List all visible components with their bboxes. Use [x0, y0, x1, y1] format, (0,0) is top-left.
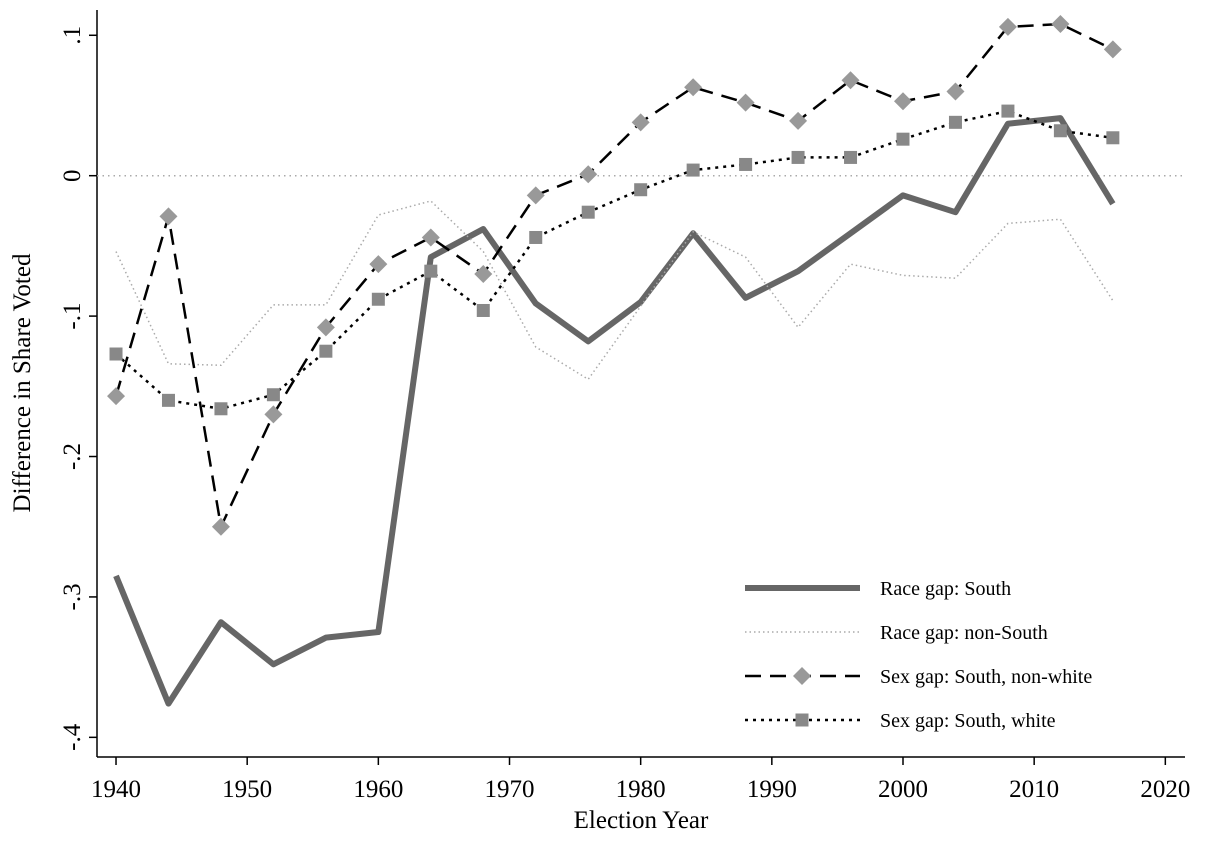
- data-point: [946, 82, 965, 101]
- data-point: [998, 17, 1017, 36]
- data-point: [424, 264, 438, 278]
- x-tick-label: 1940: [91, 776, 141, 803]
- data-point: [214, 402, 228, 416]
- data-point: [264, 405, 283, 424]
- data-point: [841, 71, 860, 90]
- x-tick-label: 1950: [222, 776, 272, 803]
- legend-marker: [793, 667, 811, 685]
- data-point: [684, 78, 703, 97]
- series-line: [115, 109, 1114, 411]
- data-point: [1106, 131, 1120, 145]
- data-point: [736, 93, 755, 112]
- data-point: [1051, 15, 1070, 34]
- data-point: [161, 393, 175, 407]
- data-point: [1001, 104, 1015, 118]
- data-point: [634, 183, 648, 197]
- x-tick-label: 2010: [1009, 776, 1059, 803]
- data-point: [896, 132, 910, 146]
- data-point: [948, 115, 962, 129]
- data-point: [421, 228, 440, 247]
- data-point: [369, 255, 388, 274]
- x-tick-label: 2020: [1140, 776, 1190, 803]
- data-point: [526, 186, 545, 205]
- data-point: [844, 150, 858, 164]
- x-tick-label: 2000: [878, 776, 928, 803]
- data-point: [266, 388, 280, 402]
- data-point: [893, 92, 912, 111]
- legend-marker: [795, 713, 809, 727]
- y-tick-label: -.1: [59, 303, 86, 330]
- data-point: [529, 230, 543, 244]
- series-line: [114, 22, 1114, 528]
- y-axis-title: Difference in Share Voted: [9, 253, 36, 512]
- data-point: [791, 150, 805, 164]
- data-point: [1053, 124, 1067, 138]
- data-point: [581, 205, 595, 219]
- legend-label: Sex gap: South, non-white: [880, 666, 1092, 688]
- legend-label: Race gap: non-South: [880, 622, 1048, 644]
- data-point: [159, 207, 178, 226]
- data-point: [319, 344, 333, 358]
- x-tick-label: 1980: [616, 776, 666, 803]
- x-tick-label: 1970: [485, 776, 535, 803]
- data-point: [739, 157, 753, 171]
- data-point: [686, 163, 700, 177]
- y-tick-label: -.4: [59, 723, 86, 751]
- data-point: [371, 292, 385, 306]
- y-tick-label: .1: [59, 26, 86, 45]
- data-point: [107, 387, 126, 406]
- data-point: [316, 318, 335, 337]
- data-point: [789, 111, 808, 130]
- y-tick-label: -.2: [59, 443, 86, 470]
- data-point: [211, 517, 230, 536]
- y-tick-label: 0: [59, 169, 86, 182]
- data-point: [476, 303, 490, 317]
- y-tick-label: -.3: [59, 583, 86, 610]
- data-point: [109, 347, 123, 361]
- x-axis-title: Election Year: [574, 807, 709, 834]
- data-point: [579, 165, 598, 184]
- x-tick-label: 1990: [747, 776, 797, 803]
- x-tick-label: 1960: [353, 776, 403, 803]
- legend-label: Race gap: South: [880, 578, 1011, 600]
- series-line: [113, 115, 1116, 707]
- legend-label: Sex gap: South, white: [880, 710, 1056, 732]
- data-point: [474, 264, 493, 283]
- data-point: [1103, 40, 1122, 59]
- data-point: [631, 113, 650, 132]
- series-line: [115, 200, 1114, 381]
